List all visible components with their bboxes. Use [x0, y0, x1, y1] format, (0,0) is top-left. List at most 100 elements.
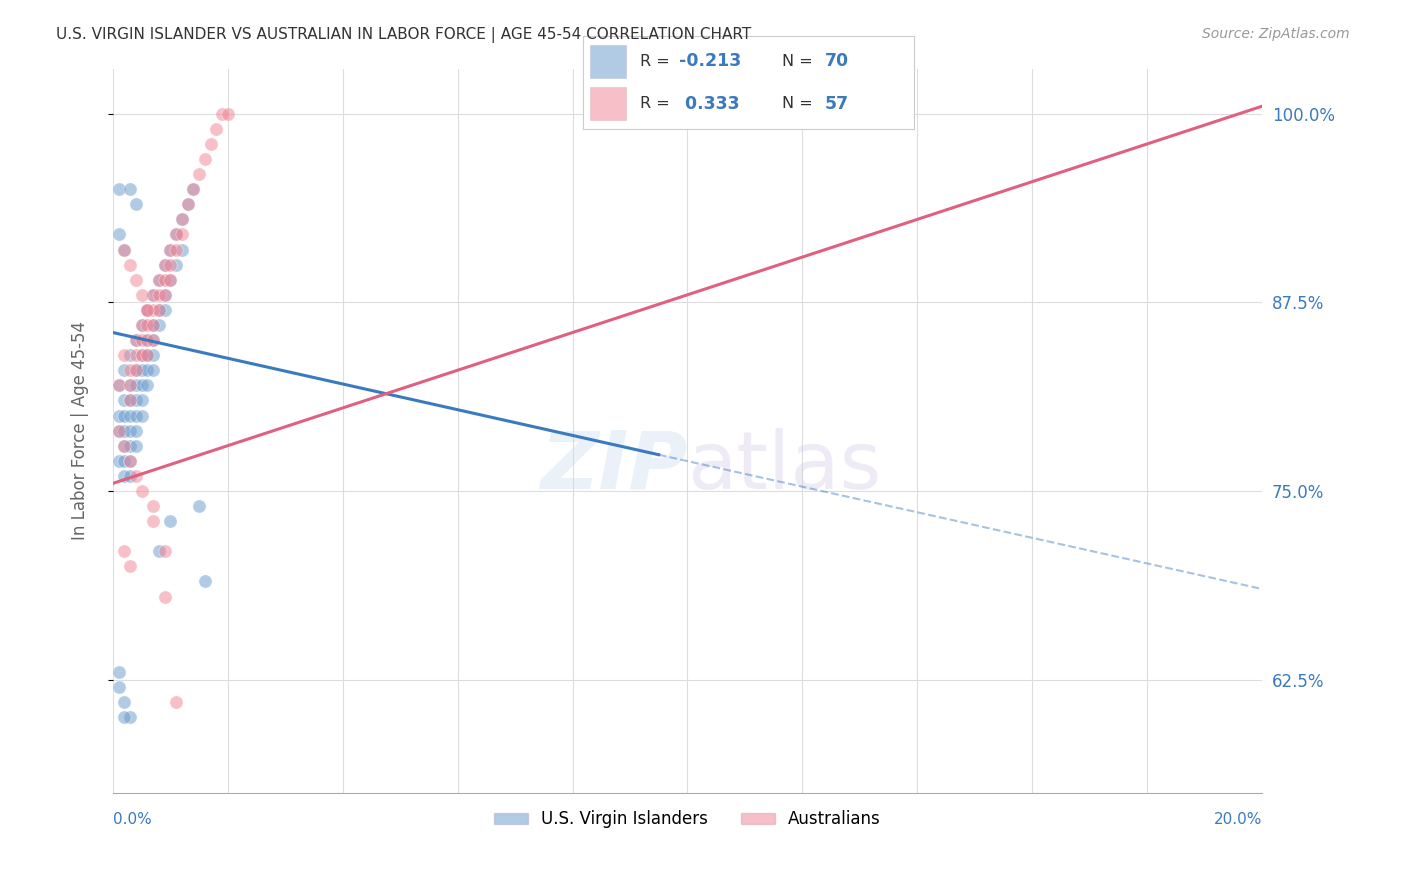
Point [112, 695, 135, 709]
Point [125, 333, 148, 347]
Text: -0.213: -0.213 [679, 53, 741, 70]
Point [107, 378, 129, 392]
Point [107, 409, 129, 423]
Point [176, 197, 198, 211]
Point [112, 393, 135, 408]
Point [125, 273, 148, 287]
Point [136, 348, 159, 362]
Text: 20.0%: 20.0% [1213, 813, 1263, 827]
Point [153, 302, 176, 317]
Text: ZIP: ZIP [540, 428, 688, 506]
Point [165, 258, 187, 272]
Point [165, 227, 187, 242]
Point [142, 363, 165, 377]
Point [112, 243, 135, 257]
Point [188, 167, 211, 181]
Point [131, 348, 153, 362]
Point [170, 212, 193, 227]
Point [120, 182, 142, 196]
Point [148, 273, 170, 287]
Point [131, 288, 153, 302]
Point [205, 121, 228, 136]
Point [136, 348, 159, 362]
Text: U.S. VIRGIN ISLANDER VS AUSTRALIAN IN LABOR FORCE | AGE 45-54 CORRELATION CHART: U.S. VIRGIN ISLANDER VS AUSTRALIAN IN LA… [56, 27, 751, 43]
Point [159, 514, 181, 528]
Point [107, 665, 129, 679]
Point [120, 454, 142, 468]
Point [142, 318, 165, 332]
Point [148, 288, 170, 302]
Point [136, 333, 159, 347]
FancyBboxPatch shape [591, 45, 627, 78]
Point [131, 348, 153, 362]
Point [200, 136, 222, 151]
Point [159, 243, 181, 257]
Point [112, 424, 135, 438]
Point [181, 182, 204, 196]
Point [125, 197, 148, 211]
Legend: U.S. Virgin Islanders, Australians: U.S. Virgin Islanders, Australians [488, 804, 887, 835]
Point [125, 409, 148, 423]
Text: N =: N = [782, 54, 818, 69]
Point [148, 544, 170, 558]
Point [165, 243, 187, 257]
Point [120, 710, 142, 724]
Point [159, 258, 181, 272]
Point [153, 273, 176, 287]
Point [125, 424, 148, 438]
Text: 57: 57 [825, 95, 849, 112]
Point [120, 454, 142, 468]
Point [112, 710, 135, 724]
Point [136, 363, 159, 377]
Point [142, 302, 165, 317]
Point [148, 273, 170, 287]
FancyBboxPatch shape [591, 87, 627, 120]
Point [112, 468, 135, 483]
Point [170, 243, 193, 257]
Point [170, 212, 193, 227]
Point [107, 182, 129, 196]
Point [131, 483, 153, 498]
Point [120, 439, 142, 453]
Point [142, 333, 165, 347]
Point [176, 197, 198, 211]
Point [120, 363, 142, 377]
Text: 0.333: 0.333 [679, 95, 740, 112]
Point [165, 695, 187, 709]
Point [181, 182, 204, 196]
Point [107, 424, 129, 438]
Point [153, 288, 176, 302]
Point [159, 273, 181, 287]
Point [112, 243, 135, 257]
Point [136, 302, 159, 317]
Y-axis label: In Labor Force | Age 45-54: In Labor Force | Age 45-54 [72, 321, 89, 540]
Point [142, 514, 165, 528]
Point [120, 378, 142, 392]
Text: 0.0%: 0.0% [112, 813, 152, 827]
Point [159, 273, 181, 287]
Point [142, 348, 165, 362]
Point [112, 348, 135, 362]
Point [107, 454, 129, 468]
Point [136, 378, 159, 392]
Point [148, 302, 170, 317]
Point [136, 302, 159, 317]
Point [125, 468, 148, 483]
Point [188, 499, 211, 513]
Point [148, 318, 170, 332]
Point [136, 302, 159, 317]
Point [120, 393, 142, 408]
Point [142, 318, 165, 332]
Point [112, 454, 135, 468]
Point [153, 288, 176, 302]
Text: Source: ZipAtlas.com: Source: ZipAtlas.com [1202, 27, 1350, 41]
Point [107, 424, 129, 438]
Point [112, 439, 135, 453]
Point [131, 378, 153, 392]
Point [142, 288, 165, 302]
Point [107, 227, 129, 242]
Point [120, 424, 142, 438]
Point [112, 439, 135, 453]
Point [131, 318, 153, 332]
Point [148, 302, 170, 317]
